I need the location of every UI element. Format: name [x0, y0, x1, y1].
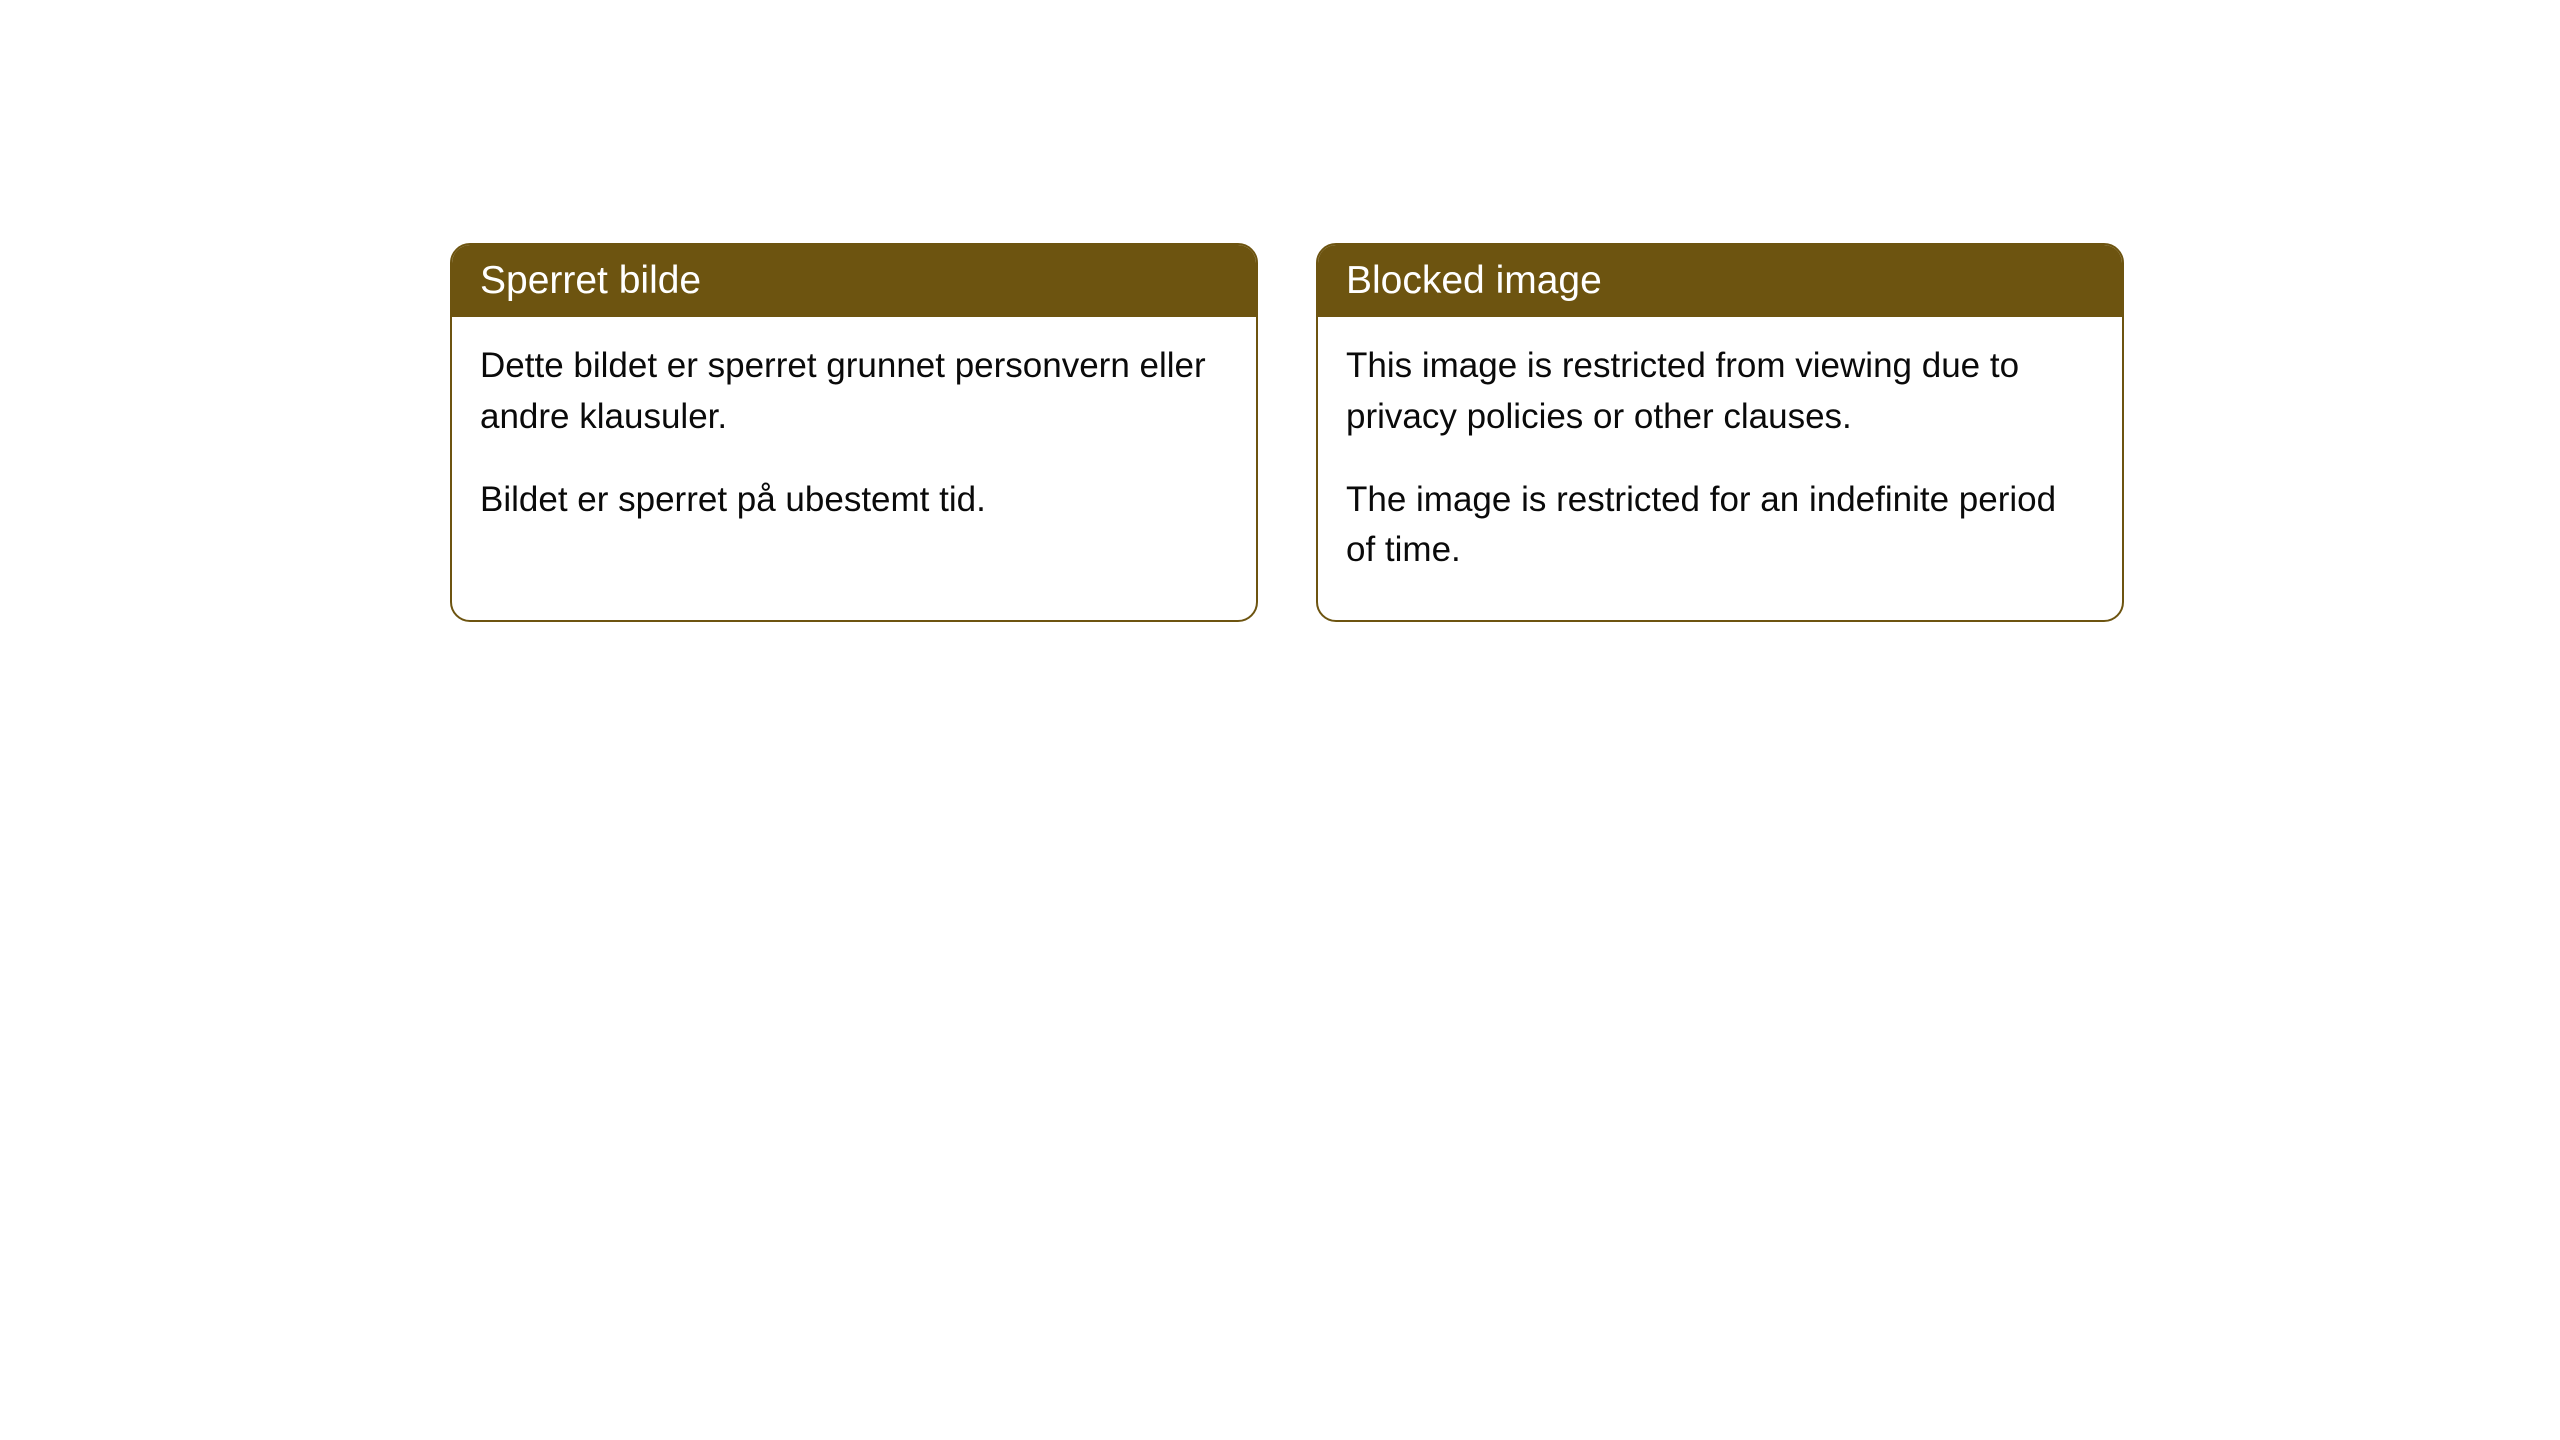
card-paragraph-1: This image is restricted from viewing du… [1346, 341, 2094, 443]
card-title: Blocked image [1346, 259, 1602, 302]
blocked-image-card-norwegian: Sperret bilde Dette bildet er sperret gr… [450, 243, 1258, 622]
card-body: Dette bildet er sperret grunnet personve… [452, 317, 1256, 569]
notice-cards-container: Sperret bilde Dette bildet er sperret gr… [450, 243, 2124, 622]
card-header: Blocked image [1318, 245, 2122, 317]
card-header: Sperret bilde [452, 245, 1256, 317]
blocked-image-card-english: Blocked image This image is restricted f… [1316, 243, 2124, 622]
card-title: Sperret bilde [480, 259, 701, 302]
card-paragraph-2: Bildet er sperret på ubestemt tid. [480, 475, 1228, 526]
card-paragraph-2: The image is restricted for an indefinit… [1346, 475, 2094, 577]
card-paragraph-1: Dette bildet er sperret grunnet personve… [480, 341, 1228, 443]
card-body: This image is restricted from viewing du… [1318, 317, 2122, 620]
